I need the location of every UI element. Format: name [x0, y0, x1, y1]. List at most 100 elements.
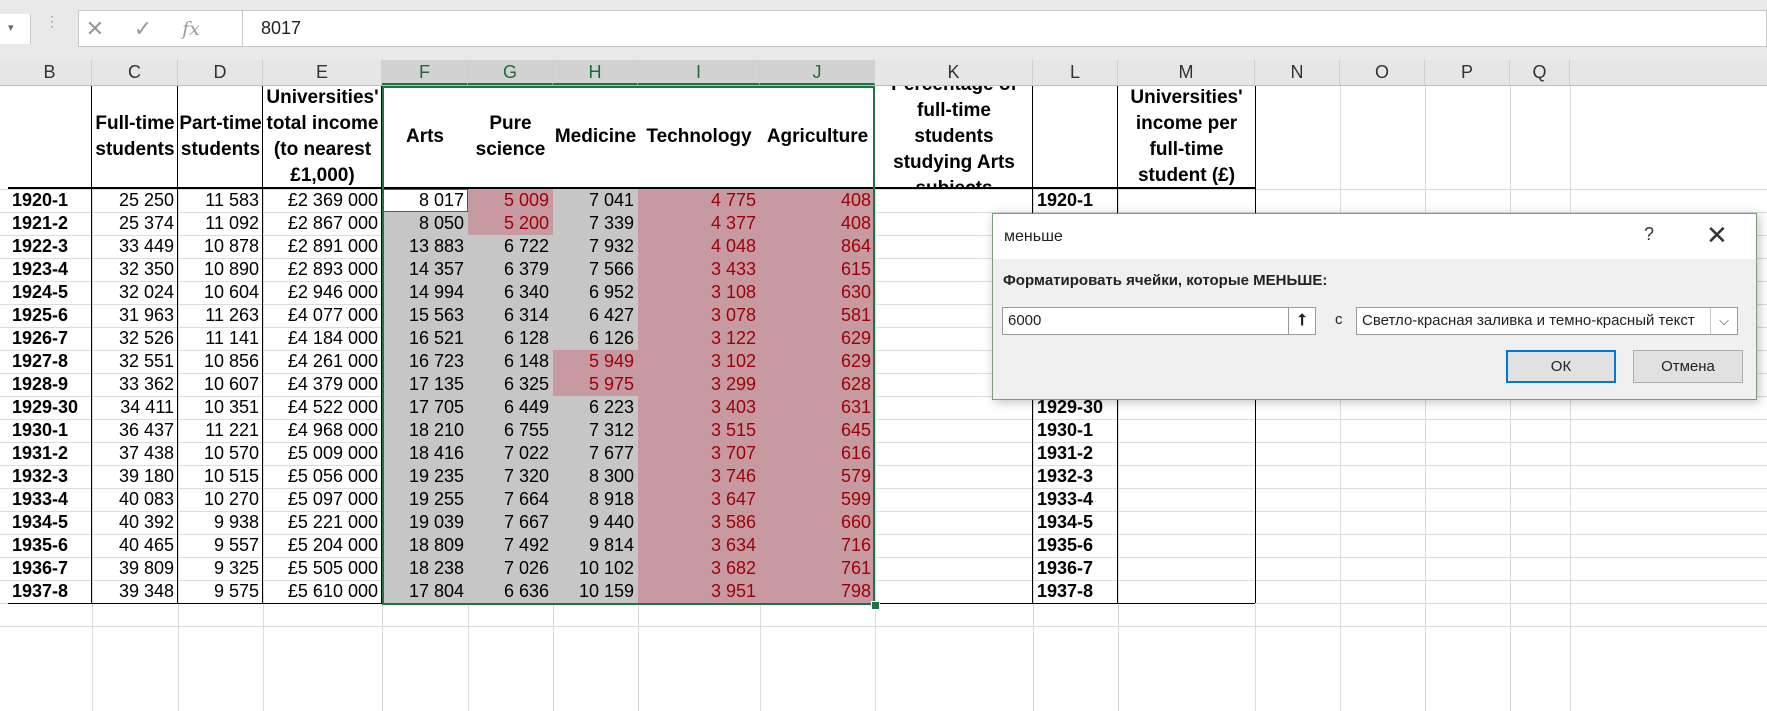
formula-input[interactable]: 8017: [261, 18, 302, 38]
data-cell-tech[interactable]: 3 515: [638, 419, 760, 442]
data-cell-ft[interactable]: 31 963: [118, 305, 174, 325]
data-cell-inc[interactable]: £4 379 000: [287, 374, 378, 394]
data-cell-sci[interactable]: 7 320: [468, 465, 553, 488]
data-cell-inc[interactable]: £2 867 000: [287, 213, 378, 233]
column-header-d[interactable]: D: [178, 60, 263, 85]
header-cell-i[interactable]: Technology: [638, 86, 760, 187]
data-cell-pt[interactable]: 9 325: [213, 558, 259, 578]
data-cell-pt[interactable]: 9 575: [213, 581, 259, 601]
data-cell-arts[interactable]: 19 235: [382, 465, 468, 488]
column-header-k[interactable]: K: [875, 60, 1033, 85]
data-cell-arts[interactable]: 18 238: [382, 557, 468, 580]
data-cell-sci[interactable]: 7 026: [468, 557, 553, 580]
data-cell-sci[interactable]: 6 148: [468, 350, 553, 373]
year-cell[interactable]: 1932-3: [12, 466, 69, 486]
column-header-g[interactable]: G: [468, 60, 553, 85]
data-cell-agr[interactable]: 761: [760, 557, 875, 580]
year-cell[interactable]: 1921-2: [12, 213, 69, 233]
data-cell-agr[interactable]: 408: [760, 212, 875, 235]
column-header-p[interactable]: P: [1425, 60, 1510, 85]
name-box-dropdown[interactable]: ▾: [0, 14, 31, 44]
collapse-dialog-icon[interactable]: ⭡: [1288, 307, 1316, 335]
data-cell-inc[interactable]: £4 522 000: [287, 397, 378, 417]
header-cell-d[interactable]: Part-time students: [178, 86, 263, 187]
data-cell-sci[interactable]: 7 492: [468, 534, 553, 557]
close-icon[interactable]: ✕: [1706, 220, 1728, 250]
data-cell-pt[interactable]: 10 270: [203, 489, 259, 509]
header-cell-f[interactable]: Arts: [382, 86, 468, 187]
data-cell-pt[interactable]: 11 221: [205, 420, 259, 440]
data-cell-sci[interactable]: 7 022: [468, 442, 553, 465]
header-cell-k[interactable]: Percentage of full-time students studyin…: [875, 86, 1033, 187]
data-cell-inc[interactable]: £2 893 000: [287, 259, 378, 279]
data-cell-pt[interactable]: 11 583: [205, 190, 259, 210]
data-cell-ft[interactable]: 25 374: [118, 213, 174, 233]
data-cell-med[interactable]: 6 126: [553, 327, 638, 350]
data-cell-ft[interactable]: 32 024: [118, 282, 174, 302]
header-cell-e[interactable]: Universities' total income (to nearest £…: [263, 86, 382, 187]
year-cell[interactable]: 1923-4: [12, 259, 69, 279]
data-cell-med[interactable]: 7 339: [553, 212, 638, 235]
year-cell[interactable]: 1928-9: [12, 374, 69, 394]
data-cell-agr[interactable]: 629: [760, 327, 875, 350]
header-cell-b[interactable]: [8, 86, 92, 187]
data-cell-sci[interactable]: 7 664: [468, 488, 553, 511]
threshold-input[interactable]: 6000: [1002, 307, 1296, 335]
data-cell-med[interactable]: 7 312: [553, 419, 638, 442]
chevron-down-icon[interactable]: ⌵: [1710, 308, 1737, 334]
year-cell[interactable]: 1927-8: [12, 351, 69, 371]
year-cell[interactable]: 1931-2: [12, 443, 69, 463]
header-cell-l[interactable]: [1033, 86, 1118, 187]
column-header-q[interactable]: Q: [1510, 60, 1570, 85]
column-header-l[interactable]: L: [1033, 60, 1118, 85]
data-cell-agr[interactable]: 628: [760, 373, 875, 396]
data-cell-tech[interactable]: 4 775: [638, 189, 760, 212]
fill-handle[interactable]: [871, 601, 880, 610]
data-cell-arts[interactable]: 15 563: [382, 304, 468, 327]
data-cell-med[interactable]: 6 952: [553, 281, 638, 304]
data-cell-agr[interactable]: 630: [760, 281, 875, 304]
year-cell[interactable]: 1934-5: [12, 512, 69, 532]
data-cell-sci[interactable]: 5 200: [468, 212, 553, 235]
data-cell-agr[interactable]: 631: [760, 396, 875, 419]
data-cell-med[interactable]: 5 975: [553, 373, 638, 396]
data-cell-sci[interactable]: 6 325: [468, 373, 553, 396]
data-cell-ft[interactable]: 32 526: [118, 328, 174, 348]
year-cell[interactable]: 1920-1: [12, 190, 69, 210]
column-header-e[interactable]: E: [263, 60, 382, 85]
data-cell-agr[interactable]: 864: [760, 235, 875, 258]
data-cell-ft[interactable]: 32 551: [118, 351, 174, 371]
format-select[interactable]: Светло-красная заливка и темно-красный т…: [1356, 307, 1738, 335]
data-cell-arts[interactable]: 16 723: [382, 350, 468, 373]
data-cell-tech[interactable]: 3 746: [638, 465, 760, 488]
data-cell-sci[interactable]: 6 755: [468, 419, 553, 442]
data-cell-agr[interactable]: 798: [760, 580, 875, 603]
year-cell-repeat[interactable]: 1920-1: [1037, 190, 1094, 210]
data-cell-tech[interactable]: 3 586: [638, 511, 760, 534]
data-cell-ft[interactable]: 32 350: [118, 259, 174, 279]
year-cell[interactable]: 1925-6: [12, 305, 69, 325]
data-cell-med[interactable]: 9 814: [553, 534, 638, 557]
data-cell-sci[interactable]: 6 636: [468, 580, 553, 603]
column-header-h[interactable]: H: [553, 60, 638, 85]
column-header-c[interactable]: C: [92, 60, 178, 85]
data-cell-ft[interactable]: 33 449: [118, 236, 174, 256]
data-cell-ft[interactable]: 39 180: [118, 466, 174, 486]
data-cell-inc[interactable]: £4 968 000: [287, 420, 378, 440]
data-cell-inc[interactable]: £4 261 000: [287, 351, 378, 371]
data-cell-arts[interactable]: 14 994: [382, 281, 468, 304]
year-cell-repeat[interactable]: 1929-30: [1037, 397, 1104, 417]
data-cell-arts[interactable]: 17 705: [382, 396, 468, 419]
data-cell-med[interactable]: 10 102: [553, 557, 638, 580]
data-cell-tech[interactable]: 3 634: [638, 534, 760, 557]
data-cell-arts[interactable]: 14 357: [382, 258, 468, 281]
data-cell-pt[interactable]: 9 557: [213, 535, 259, 555]
data-cell-inc[interactable]: £2 891 000: [287, 236, 378, 256]
data-cell-ft[interactable]: 36 437: [118, 420, 174, 440]
data-cell-tech[interactable]: 3 951: [638, 580, 760, 603]
data-cell-arts[interactable]: 8 017: [382, 189, 468, 212]
data-cell-pt[interactable]: 10 351: [203, 397, 259, 417]
data-cell-pt[interactable]: 11 141: [205, 328, 259, 348]
data-cell-agr[interactable]: 660: [760, 511, 875, 534]
data-cell-sci[interactable]: 6 379: [468, 258, 553, 281]
